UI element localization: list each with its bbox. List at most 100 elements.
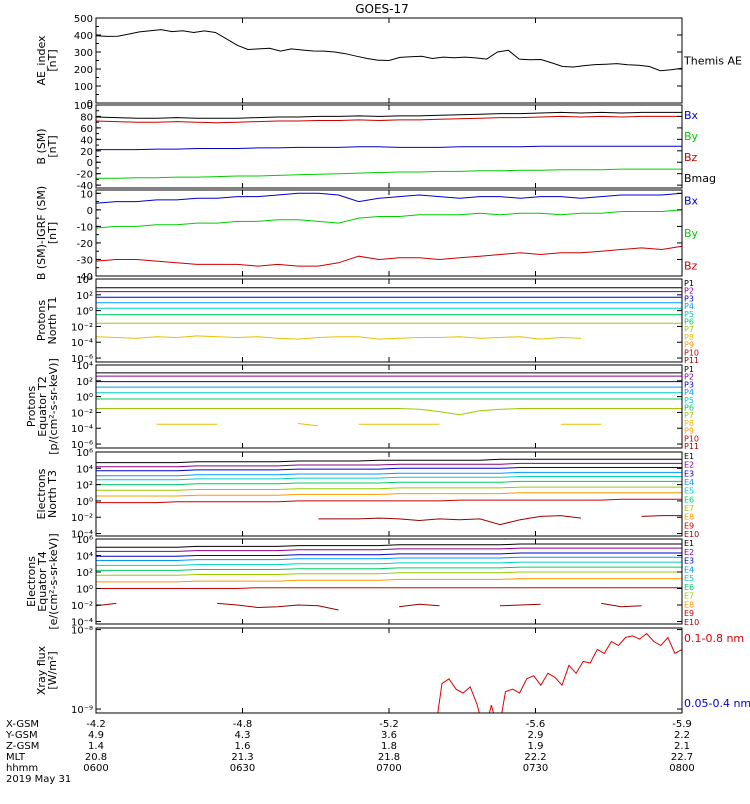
y-tick-label: 10⁶ xyxy=(76,448,93,459)
plot-title: GOES-17 xyxy=(355,2,409,16)
legend-entry: E5 xyxy=(684,574,694,583)
legend-entry: P6 xyxy=(684,404,694,413)
y-tick-label: 10⁻² xyxy=(71,322,93,333)
series-line-ee-e7 xyxy=(96,571,682,576)
legend-entry: P9 xyxy=(684,341,694,350)
y-tick-label: 10⁻⁴ xyxy=(71,424,93,435)
ephemeris-value: 0730 xyxy=(523,763,548,774)
y-axis-label: B (SM) xyxy=(35,128,48,164)
y-axis-label: Equator T4 xyxy=(36,551,49,611)
y-tick-label: 300 xyxy=(74,48,93,59)
legend-entry: 0.1-0.8 nm xyxy=(684,632,744,645)
y-tick-label: 40 xyxy=(80,135,93,146)
ephemeris-row-label: Z-GSM xyxy=(6,741,39,752)
panel-bigrf: -40 -30 -20 -10 0 10 B (SM)-IGRF (SM)[nT] Bx By B… xyxy=(35,186,699,283)
legend-entry: 0.05-0.4 nm xyxy=(684,697,750,710)
y-tick-label: 60 xyxy=(80,124,93,135)
ephemeris-value: 0600 xyxy=(83,763,108,774)
legend-entry: Bx xyxy=(684,109,699,122)
series-line-ee-e10 xyxy=(96,602,642,611)
y-tick-label: 10⁻⁴ xyxy=(71,618,93,629)
y-tick-label: 10⁻⁹ xyxy=(71,705,93,716)
y-tick-label: 0 xyxy=(87,158,93,169)
y-axis-label: [p/(cm²-s-sr-keV)] xyxy=(47,358,60,455)
legend-entry: E2 xyxy=(684,461,694,470)
y-tick-label: 10⁻⁸ xyxy=(71,626,93,637)
ephemeris-value: -4.2 xyxy=(86,719,106,730)
ephemeris-value: -4.8 xyxy=(233,719,253,730)
legend-entry: P1 xyxy=(684,279,694,288)
legend-entry: E10 xyxy=(684,618,699,627)
y-tick-label: 10⁻² xyxy=(71,601,93,612)
legend-entry: Bx xyxy=(684,194,699,207)
y-tick-label: 10⁻² xyxy=(71,513,93,524)
y-axis-label: North T3 xyxy=(46,470,59,518)
y-tick-label: 10⁴ xyxy=(76,275,93,286)
legend-entry: E9 xyxy=(684,521,694,530)
series-line-ee-e9 xyxy=(96,587,682,589)
legend-entry: P2 xyxy=(684,287,694,296)
y-tick-label: 10⁻² xyxy=(71,408,93,419)
legend-entry: P4 xyxy=(684,302,694,311)
y-tick-label: 0 xyxy=(87,99,93,110)
panel-frame xyxy=(95,627,683,714)
legend-entry: P10 xyxy=(684,348,699,357)
legend-entry: E8 xyxy=(684,513,694,522)
legend-entry: P7 xyxy=(684,325,694,334)
panel-ae-lines xyxy=(96,29,682,72)
legend-entry: E6 xyxy=(684,495,694,504)
y-tick-label: -40 xyxy=(77,272,93,283)
legend-entry: P9 xyxy=(684,427,694,436)
y-tick-label: 10⁶ xyxy=(76,535,93,546)
series-line-ee-e3 xyxy=(96,552,682,557)
series-line-ae-themis-ae xyxy=(96,29,682,72)
panel-en-lines xyxy=(96,458,682,526)
legend-entry: E10 xyxy=(684,530,699,539)
series-line-en-e5 xyxy=(96,476,682,481)
series-line-bigrf-bz xyxy=(96,245,682,267)
series-line-ee-e8 xyxy=(96,578,682,583)
series-line-b-bmag xyxy=(96,111,682,119)
y-tick-label: 10 xyxy=(80,189,93,200)
y-tick-label: 500 xyxy=(74,14,93,25)
legend-entry: Bmag xyxy=(684,172,716,185)
ephemeris-value: -5.2 xyxy=(379,719,399,730)
panel-xray: 10⁻⁹ 10⁻⁸ Xray flux[W/m²] 0.1-0.8 nm 0.05-0.… xyxy=(35,626,750,716)
legend-entry: Bz xyxy=(684,260,698,273)
y-tick-label: 10⁴ xyxy=(76,361,93,372)
y-tick-label: 10² xyxy=(76,291,93,302)
y-axis-label: Electrons xyxy=(35,468,48,519)
y-tick-label: 100 xyxy=(74,82,93,93)
y-axis-label: Protons xyxy=(35,300,48,341)
ephemeris-value: -5.9 xyxy=(672,719,692,730)
ephemeris-value: 0700 xyxy=(376,763,401,774)
y-tick-label: 80 xyxy=(80,112,93,123)
y-tick-label: 100 xyxy=(74,101,93,112)
ephemeris-value: -5.6 xyxy=(526,719,546,730)
legend-entry: P2 xyxy=(684,373,694,382)
y-tick-label: 10² xyxy=(76,481,93,492)
panel-ee-lines xyxy=(96,543,682,611)
legend-entry: E1 xyxy=(684,539,694,548)
y-axis-label: Electrons xyxy=(25,556,38,607)
ephemeris-value: 2.2 xyxy=(674,730,690,741)
series-line-ee-e1 xyxy=(96,543,682,548)
ephemeris-value: 4.3 xyxy=(235,730,251,741)
y-tick-label: -20 xyxy=(77,170,93,181)
legend-entry: E9 xyxy=(684,609,694,618)
ephemeris-value: 4.9 xyxy=(88,730,104,741)
series-line-ee-e4 xyxy=(96,556,682,561)
plot-date: 2019 May 31 xyxy=(6,774,71,785)
y-tick-label: 10⁻⁴ xyxy=(71,530,93,541)
y-tick-label: 20 xyxy=(80,147,93,158)
legend-entry: P11 xyxy=(684,356,699,365)
y-tick-label: 10⁰ xyxy=(76,307,93,318)
legend-entry: E4 xyxy=(684,565,694,574)
y-axis-label: [nT] xyxy=(46,222,59,244)
ephemeris-value: 0800 xyxy=(669,763,694,774)
